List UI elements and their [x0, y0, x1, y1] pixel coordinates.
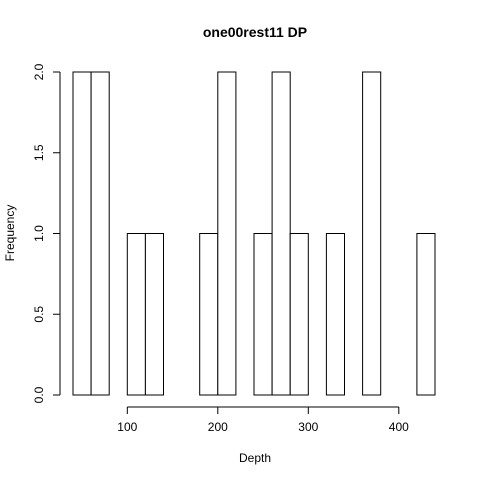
histogram-bar — [253, 233, 273, 396]
y-tick-label: 0.0 — [32, 386, 46, 403]
x-tick-label: 300 — [298, 420, 318, 434]
histogram-bar — [325, 233, 345, 396]
x-axis: 100 200 300 400 — [117, 406, 409, 434]
y-tick-label: 1.5 — [32, 144, 46, 161]
histogram-bar — [271, 71, 291, 396]
histogram-bar — [72, 71, 92, 396]
histogram-bar — [217, 71, 237, 396]
histogram-bar — [416, 233, 436, 396]
histogram-bar — [362, 71, 382, 396]
x-tick-label: 200 — [208, 420, 228, 434]
histogram-bar — [144, 233, 164, 396]
x-axis-label: Depth — [239, 451, 271, 465]
x-tick-label: 100 — [117, 420, 137, 434]
y-tick-label: 2.0 — [32, 63, 46, 80]
histogram-bar — [289, 233, 309, 396]
y-axis: 0.0 0.5 1.0 1.5 2.0 — [32, 63, 61, 403]
histogram-bar — [199, 233, 219, 396]
x-tick-label: 400 — [389, 420, 409, 434]
y-tick-label: 1.0 — [32, 225, 46, 242]
bars-group — [72, 71, 436, 396]
y-tick-label: 0.5 — [32, 306, 46, 323]
histogram-bar — [126, 233, 146, 396]
y-axis-label: Frequency — [3, 205, 17, 262]
histogram-bar — [90, 71, 110, 396]
chart-title: one00rest11 DP — [203, 24, 307, 40]
